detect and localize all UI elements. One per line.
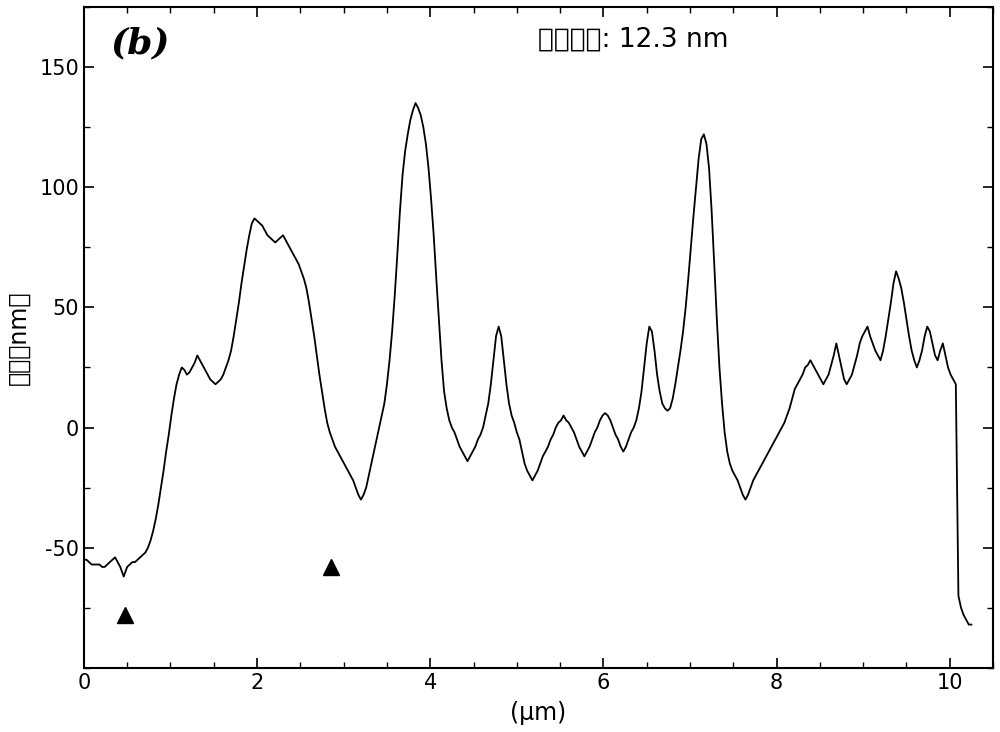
Text: (b): (b) bbox=[111, 27, 171, 61]
Text: 囊壁厄度: 12.3 nm: 囊壁厄度: 12.3 nm bbox=[538, 27, 729, 53]
X-axis label: (μm): (μm) bbox=[510, 701, 567, 725]
Y-axis label: 高度（nm）: 高度（nm） bbox=[7, 290, 31, 384]
